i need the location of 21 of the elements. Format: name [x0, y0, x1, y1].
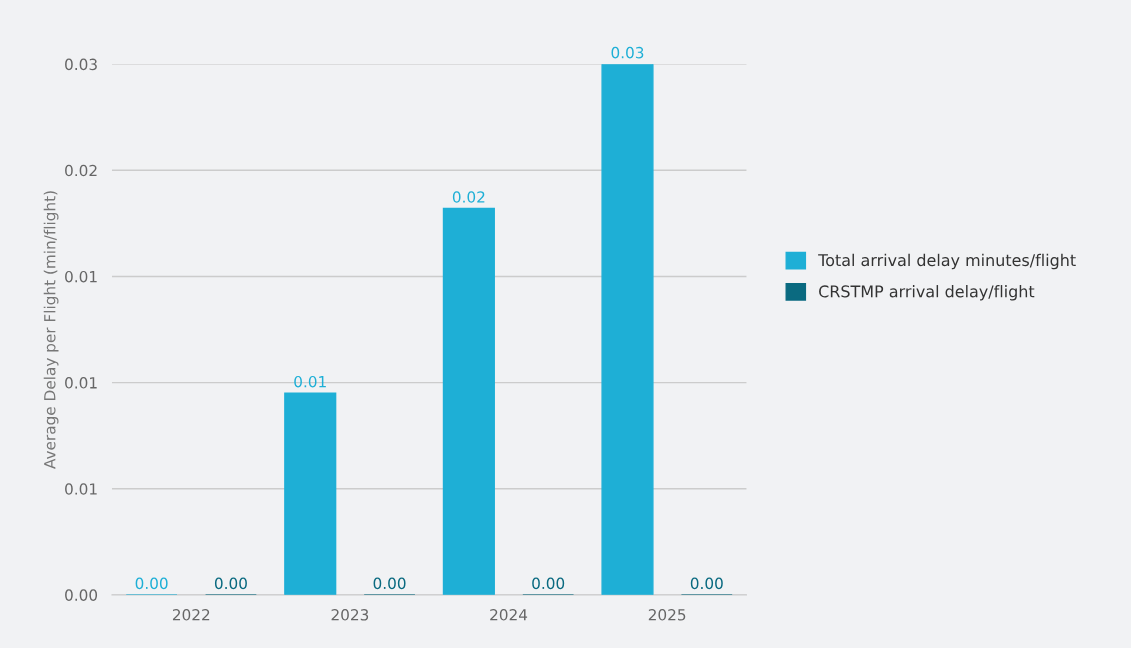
- x-tick-label: 2025: [648, 609, 686, 621]
- legend-label: CRSTMP arrival delay/flight: [819, 285, 1035, 301]
- data-label: 0.02: [452, 191, 485, 203]
- y-tick-label: 0.02: [65, 164, 97, 177]
- y-tick-label: 0.01: [65, 377, 97, 389]
- data-label: 0.00: [373, 577, 406, 590]
- data-label: 0.00: [532, 577, 565, 590]
- data-label: 0.00: [214, 577, 247, 590]
- x-tick-label: 2024: [490, 609, 528, 621]
- y-tick-label: 0.01: [65, 483, 97, 495]
- y-tick-label: 0.00: [65, 589, 98, 601]
- y-axis-title: Average Delay per Flight (min/flight): [43, 191, 59, 469]
- x-tick-label: 2023: [331, 609, 369, 621]
- data-label: 0.00: [135, 577, 168, 590]
- data-label: 0.03: [611, 46, 644, 59]
- data-label: 0.01: [294, 375, 326, 388]
- y-tick-label: 0.01: [65, 270, 97, 283]
- x-tick-label: 2022: [172, 609, 210, 621]
- y-tick-label: 0.03: [65, 58, 97, 71]
- legend-label: Total arrival delay minutes/flight: [818, 253, 1076, 270]
- data-label: 0.00: [690, 577, 723, 590]
